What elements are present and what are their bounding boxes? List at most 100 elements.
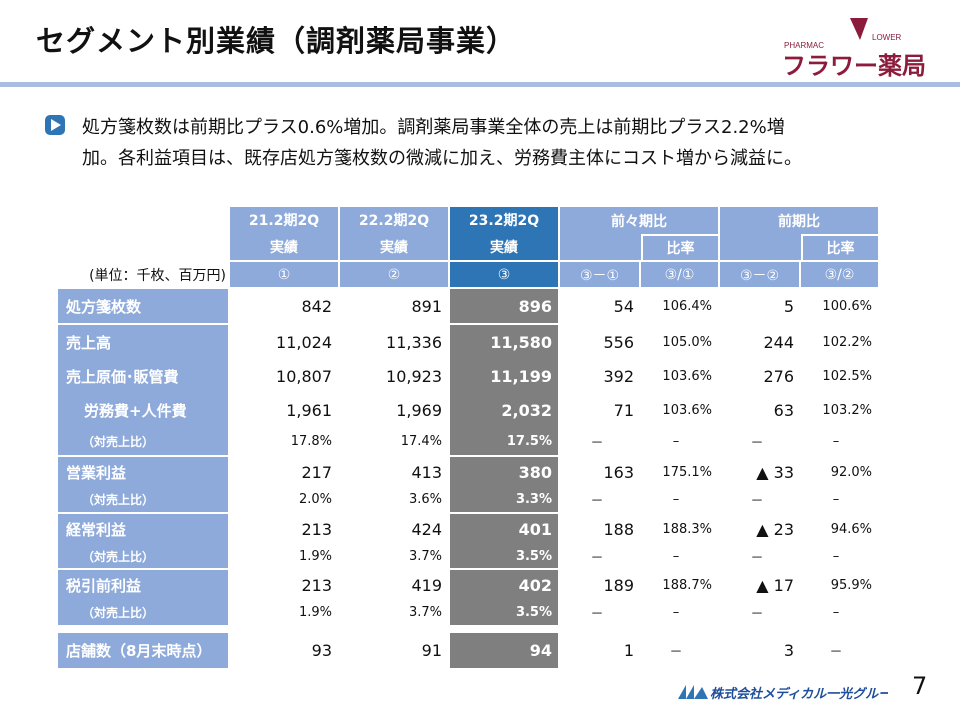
col3-value: 3.5% <box>450 600 558 625</box>
ratio-prev1-value: – <box>832 492 840 507</box>
row-label: （対売上比） <box>58 487 228 512</box>
col1-value: 1.9% <box>298 605 332 620</box>
row-label: 経常利益 <box>58 514 228 544</box>
col1-period: 21.2期2Q <box>230 207 338 233</box>
row-label: 労務費+人件費 <box>58 393 228 427</box>
svg-text:フラワー薬局: フラワー薬局 <box>782 52 926 80</box>
row-label: （対売上比） <box>58 544 228 568</box>
ratio-prev2-value: 188.7% <box>662 577 712 593</box>
diff-prev2-value: 163 <box>603 462 634 482</box>
col1-value: 217 <box>301 462 332 482</box>
col3-period: 23.2期2Q <box>450 207 558 233</box>
diff-key-prev1: ③－② <box>720 262 799 287</box>
diff-prev2-value: 1 <box>623 641 634 660</box>
diff-prev1-value: － <box>750 550 764 566</box>
col2-value: 11,336 <box>386 332 442 352</box>
ratio-prev1-value: 102.2% <box>822 334 872 350</box>
col3-value: 3.5% <box>450 544 558 568</box>
diff-prev1-value: － <box>750 607 764 622</box>
ratio-prev1-value: 94.6% <box>830 521 872 537</box>
col2-value: 91 <box>421 641 442 660</box>
col1-value: 2.0% <box>298 492 332 507</box>
page-number: 7 <box>912 672 928 700</box>
col2-value: 3.7% <box>408 548 442 564</box>
col3-value: 3.3% <box>450 487 558 512</box>
ratio-prev2-value: – <box>672 492 680 507</box>
diff-prev2-value: 54 <box>613 296 634 316</box>
diff-prev2-value: － <box>590 494 604 509</box>
col3-value: 2,032 <box>450 393 558 427</box>
comparison-prev2-ratio: 比率 <box>641 234 718 260</box>
ratio-key-prev2: ③/① <box>641 262 718 287</box>
ratio-prev2-value: 106.4% <box>662 298 712 314</box>
diff-prev1-value: ▲ 17 <box>756 575 794 595</box>
col3-value: 402 <box>450 570 558 600</box>
col2-value: 419 <box>411 575 442 595</box>
col3-kind: 実績 <box>450 233 558 260</box>
diff-prev1-value: ▲ 33 <box>756 462 794 482</box>
diff-prev1-value: 276 <box>763 366 794 386</box>
col2-value: 891 <box>411 296 442 316</box>
row-label: 税引前利益 <box>58 570 228 600</box>
svg-text:LOWER: LOWER <box>872 33 902 42</box>
row-label: （対売上比） <box>58 427 228 455</box>
col3-value: 94 <box>450 633 558 668</box>
header-divider <box>0 82 960 87</box>
svg-text:株式会社メディカル一光グループ: 株式会社メディカル一光グループ <box>710 686 888 702</box>
page-title: セグメント別業績（調剤薬局事業） <box>36 24 517 58</box>
col1-value: 213 <box>301 575 332 595</box>
row-label: 店舗数（8月末時点） <box>58 633 228 668</box>
ratio-prev2-value: 103.6% <box>662 402 712 418</box>
diff-prev1-value: － <box>750 435 764 451</box>
ratio-prev2-value: – <box>672 548 680 564</box>
ratio-prev1-value: 92.0% <box>830 464 872 480</box>
diff-prev1-value: ▲ 23 <box>756 519 794 539</box>
ratio-prev2-value: – <box>672 605 680 620</box>
row-label: 売上高 <box>58 325 228 359</box>
ratio-prev1-value: 103.2% <box>822 402 872 418</box>
diff-prev1-value: 244 <box>763 332 794 352</box>
diff-prev2-value: － <box>590 550 604 566</box>
col3-value: 896 <box>450 289 558 323</box>
comparison-prev1-ratio: 比率 <box>801 234 878 260</box>
diff-prev2-value: 556 <box>603 332 634 352</box>
flower-pharmacy-logo: PHARMAC LOWER フラワー薬局 <box>780 10 940 80</box>
diff-prev2-value: 71 <box>613 400 634 420</box>
row-label: 売上原価･販管費 <box>58 359 228 393</box>
ratio-prev2-value: － <box>669 645 683 660</box>
ratio-prev2-value: 175.1% <box>662 464 712 480</box>
ratio-prev1-value: – <box>832 605 840 620</box>
unit-label: (単位：千枚、百万円) <box>89 267 226 284</box>
col3-key: ③ <box>450 262 558 287</box>
ratio-prev1-value: – <box>832 548 840 564</box>
diff-prev2-value: 189 <box>603 575 634 595</box>
col2-kind: 実績 <box>340 233 448 260</box>
row-label: （対売上比） <box>58 600 228 625</box>
col1-key: ① <box>230 262 338 287</box>
col2-value: 3.6% <box>408 492 442 507</box>
row-label: 営業利益 <box>58 457 228 487</box>
col1-value: 11,024 <box>276 332 332 352</box>
col2-value: 17.4% <box>400 433 442 449</box>
diff-prev1-value: 5 <box>783 296 794 316</box>
summary-line-2: 加。各利益項目は、既存店処方箋枚数の微減に加え、労務費主体にコスト増から減益に。 <box>82 148 802 169</box>
medical-ikko-logo: 株式会社メディカル一光グループ <box>678 681 906 703</box>
ratio-prev2-value: 105.0% <box>662 334 712 350</box>
col1-value: 93 <box>311 641 332 660</box>
diff-prev1-value: － <box>750 494 764 509</box>
diff-prev1-value: 63 <box>773 400 794 420</box>
col3-value: 11,199 <box>450 359 558 393</box>
ratio-prev1-value: – <box>832 433 840 449</box>
col1-value: 842 <box>301 296 332 316</box>
col2-value: 413 <box>411 462 442 482</box>
bullet-arrow-icon <box>44 114 66 136</box>
svg-text:PHARMAC: PHARMAC <box>784 41 824 50</box>
col3-value: 401 <box>450 514 558 544</box>
col1-value: 10,807 <box>276 366 332 386</box>
ratio-prev1-value: － <box>829 645 843 660</box>
summary-line-1: 処方箋枚数は前期比プラス0.6%増加。調剤薬局事業全体の売上は前期比プラス2.2… <box>82 117 785 138</box>
col2-value: 3.7% <box>408 605 442 620</box>
col2-key: ② <box>340 262 448 287</box>
ratio-key-prev1: ③/② <box>801 262 878 287</box>
col1-value: 213 <box>301 519 332 539</box>
